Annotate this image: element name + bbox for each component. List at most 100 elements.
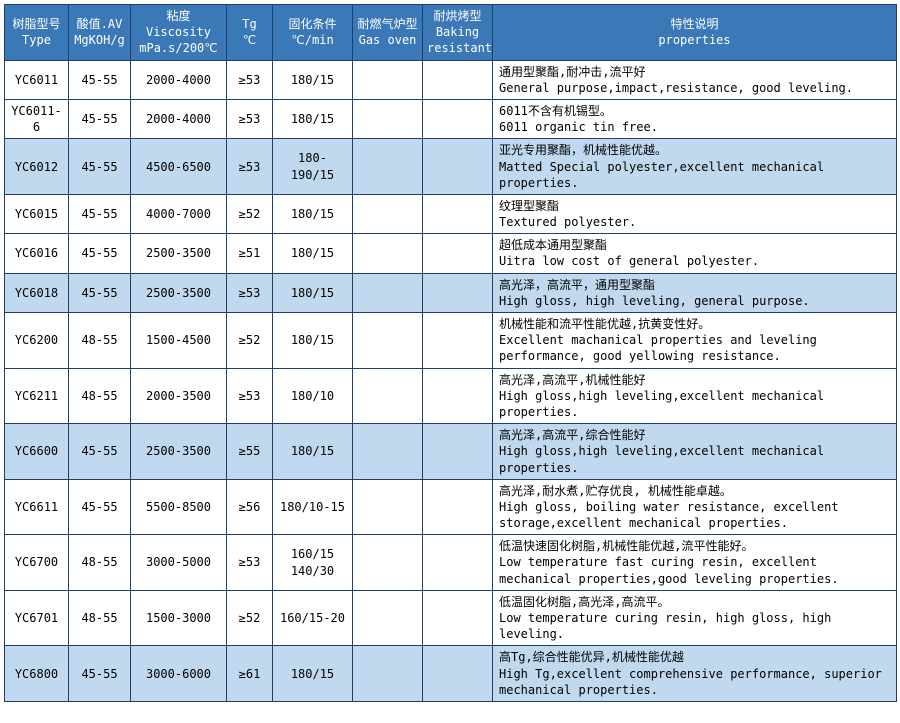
col-zh: 粘度 bbox=[166, 9, 190, 23]
cell-cure: 180/15 bbox=[273, 234, 353, 273]
cell-gas bbox=[353, 535, 423, 591]
cell-tg: ≥53 bbox=[227, 368, 273, 424]
col-en: MgKOH/g bbox=[74, 33, 125, 47]
prop-zh: 高光泽,高流平,机械性能好 bbox=[499, 373, 645, 387]
cell-tg: ≥53 bbox=[227, 273, 273, 312]
cell-cure: 180/10-15 bbox=[273, 479, 353, 535]
cell-cure: 180/15 bbox=[273, 99, 353, 138]
col-en: Baking bbox=[436, 25, 479, 39]
cell-cure: 160/15140/30 bbox=[273, 535, 353, 591]
cell-av: 45-55 bbox=[69, 273, 131, 312]
cell-av: 45-55 bbox=[69, 479, 131, 535]
col-en: ℃/min bbox=[291, 33, 333, 47]
col-zh: 酸值.AV bbox=[77, 17, 123, 31]
cell-av: 45-55 bbox=[69, 139, 131, 195]
cell-av: 45-55 bbox=[69, 646, 131, 702]
cell-bake bbox=[423, 60, 493, 99]
cell-av: 48-55 bbox=[69, 590, 131, 646]
table-row: YC601845-552500-3500≥53180/15高光泽，高流平，通用型… bbox=[5, 273, 897, 312]
cell-type: YC6012 bbox=[5, 139, 69, 195]
cell-properties: 高Tg,综合性能优异,机械性能优越 High Tg,excellent compr… bbox=[493, 646, 897, 702]
cell-bake bbox=[423, 479, 493, 535]
prop-en: General purpose,impact,resistance, good … bbox=[499, 81, 853, 95]
table-row: YC601645-552500-3500≥51180/15超低成本通用型聚酯Ui… bbox=[5, 234, 897, 273]
prop-zh: 纹理型聚酯 bbox=[499, 199, 559, 213]
cell-visc: 1500-3000 bbox=[131, 590, 227, 646]
cell-tg: ≥53 bbox=[227, 99, 273, 138]
cell-gas bbox=[353, 368, 423, 424]
table-row: YC661145-555500-8500≥56180/10-15 高光泽,耐水煮,… bbox=[5, 479, 897, 535]
prop-en: High gloss, boiling water resistance, ex… bbox=[499, 500, 839, 530]
cell-properties: 亚光专用聚酯，机械性能优越。 Matted Special polyester,e… bbox=[493, 139, 897, 195]
col-zh: 耐烘烤型 bbox=[433, 9, 481, 23]
col-en2: mPa.s/200℃ bbox=[139, 41, 218, 55]
table-row: YC660045-552500-3500≥55180/15高光泽,高流平,综合性… bbox=[5, 424, 897, 480]
cell-cure: 180/15 bbox=[273, 60, 353, 99]
prop-en: 6011 organic tin free. bbox=[499, 120, 658, 134]
cell-type: YC6611 bbox=[5, 479, 69, 535]
cell-tg: ≥52 bbox=[227, 590, 273, 646]
col-av: 酸值.AV MgKOH/g bbox=[69, 5, 131, 61]
cell-properties: 6011不含有机锡型。 6011 organic tin free. bbox=[493, 99, 897, 138]
col-en: Viscosity bbox=[146, 25, 211, 39]
col-visc: 粘度 Viscosity mPa.s/200℃ bbox=[131, 5, 227, 61]
cell-cure: 180/15 bbox=[273, 194, 353, 233]
col-cure: 固化条件 ℃/min bbox=[273, 5, 353, 61]
cell-cure: 180/15 bbox=[273, 646, 353, 702]
cell-type: YC6015 bbox=[5, 194, 69, 233]
col-zh: 固化条件 bbox=[288, 17, 336, 31]
prop-en: High Tg,excellent comprehensive performa… bbox=[499, 667, 882, 697]
cell-gas bbox=[353, 273, 423, 312]
cell-cure: 180/15 bbox=[273, 273, 353, 312]
cell-type: YC6701 bbox=[5, 590, 69, 646]
prop-zh: 高光泽,高流平,综合性能好 bbox=[499, 428, 645, 442]
cell-properties: 机械性能和流平性能优越,抗黄变性好。Excellent machanical p… bbox=[493, 313, 897, 369]
col-bake: 耐烘烤型 Baking resistant bbox=[423, 5, 493, 61]
cell-bake bbox=[423, 646, 493, 702]
cell-av: 48-55 bbox=[69, 313, 131, 369]
cell-bake bbox=[423, 368, 493, 424]
prop-zh: 超低成本通用型聚酯 bbox=[499, 238, 607, 252]
cell-properties: 低温固化树脂,高光泽,高流平。Low temperature curing re… bbox=[493, 590, 897, 646]
resin-spec-table: 树脂型号 Type 酸值.AV MgKOH/g 粘度 Viscosity mPa… bbox=[4, 4, 897, 702]
cell-tg: ≥56 bbox=[227, 479, 273, 535]
prop-zh: 高Tg,综合性能优异,机械性能优越 bbox=[499, 650, 684, 664]
table-row: YC670148-551500-3000≥52160/15-20低温固化树脂,高… bbox=[5, 590, 897, 646]
cell-gas bbox=[353, 646, 423, 702]
cell-gas bbox=[353, 479, 423, 535]
prop-zh: 机械性能和流平性能优越,抗黄变性好。 bbox=[499, 317, 710, 331]
cell-gas bbox=[353, 590, 423, 646]
cell-bake bbox=[423, 424, 493, 480]
prop-en: High gloss,high leveling,excellent mecha… bbox=[499, 444, 824, 474]
prop-zh: 6011不含有机锡型。 bbox=[499, 104, 612, 118]
prop-zh: 高光泽,耐水煮,贮存优良, 机械性能卓越。 bbox=[499, 484, 732, 498]
cell-bake bbox=[423, 234, 493, 273]
table-row: YC670048-553000-5000≥53160/15140/30低温快速固… bbox=[5, 535, 897, 591]
prop-zh: 亚光专用聚酯，机械性能优越。 bbox=[499, 143, 667, 157]
prop-en: Matted Special polyester,excellent mecha… bbox=[499, 160, 824, 190]
prop-zh: 通用型聚酯,耐冲击,流平好 bbox=[499, 65, 645, 79]
cell-properties: 高光泽,耐水煮,贮存优良, 机械性能卓越。 High gloss, boiling… bbox=[493, 479, 897, 535]
col-tg: Tg ℃ bbox=[227, 5, 273, 61]
cell-properties: 低温快速固化树脂,机械性能优越,流平性能好。Low temperature fa… bbox=[493, 535, 897, 591]
cell-av: 45-55 bbox=[69, 99, 131, 138]
cell-bake bbox=[423, 313, 493, 369]
cell-tg: ≥55 bbox=[227, 424, 273, 480]
cell-type: YC6800 bbox=[5, 646, 69, 702]
cell-visc: 2500-3500 bbox=[131, 273, 227, 312]
cell-tg: ≥61 bbox=[227, 646, 273, 702]
cell-visc: 3000-6000 bbox=[131, 646, 227, 702]
cell-bake bbox=[423, 194, 493, 233]
prop-en: High gloss,high leveling,excellent mecha… bbox=[499, 389, 824, 419]
cell-gas bbox=[353, 99, 423, 138]
cell-tg: ≥51 bbox=[227, 234, 273, 273]
cell-visc: 5500-8500 bbox=[131, 479, 227, 535]
cell-cure: 180/10 bbox=[273, 368, 353, 424]
cell-gas bbox=[353, 139, 423, 195]
cell-cure: 180/15 bbox=[273, 313, 353, 369]
cell-bake bbox=[423, 139, 493, 195]
cell-type: YC6700 bbox=[5, 535, 69, 591]
cell-visc: 4000-7000 bbox=[131, 194, 227, 233]
cell-visc: 4500-6500 bbox=[131, 139, 227, 195]
prop-zh: 低温快速固化树脂,机械性能优越,流平性能好。 bbox=[499, 539, 753, 553]
